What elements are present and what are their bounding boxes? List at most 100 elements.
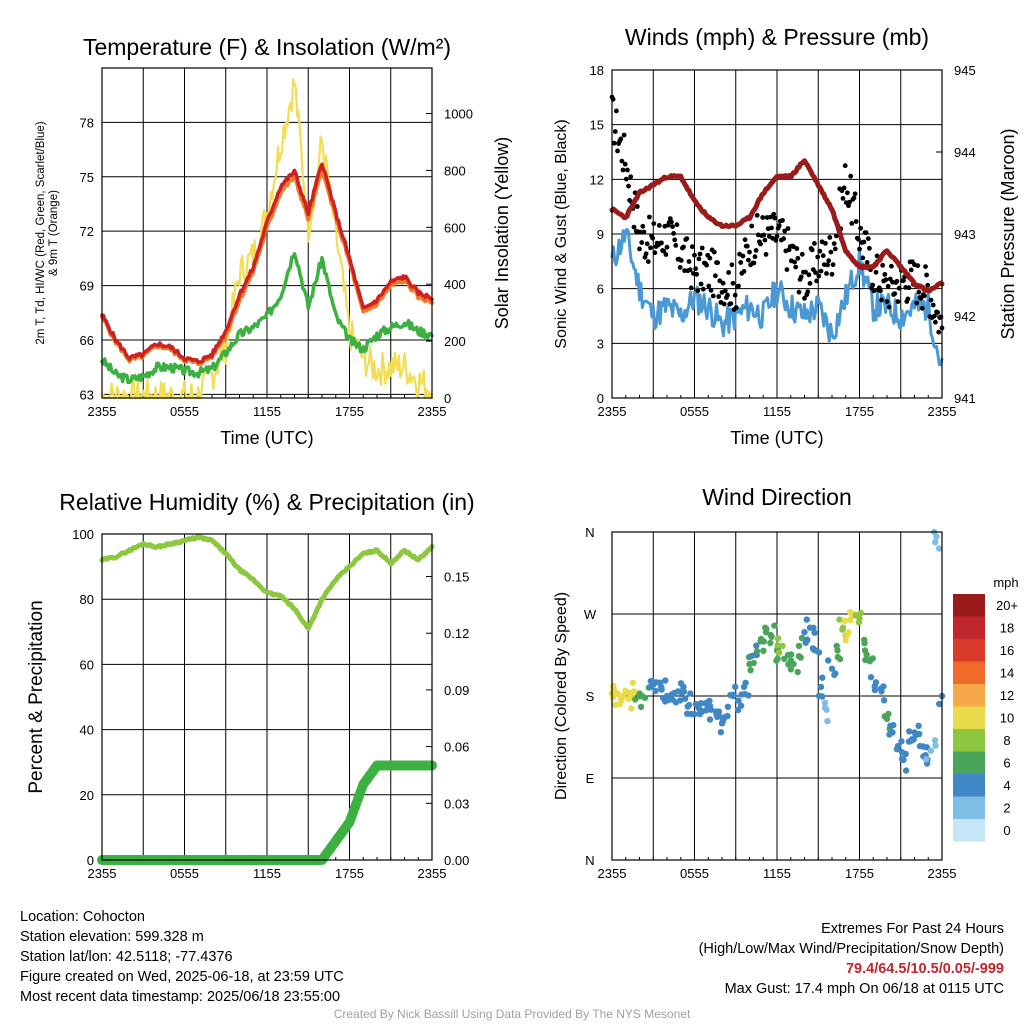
gust-point (689, 244, 695, 250)
gust-point (880, 262, 885, 268)
y2-tick-label: 941 (954, 391, 976, 406)
direction-point (632, 696, 639, 703)
gust-point (671, 231, 676, 236)
gust-point (816, 273, 822, 279)
chart-title: Winds (mph) & Pressure (mb) (625, 24, 929, 50)
gust-point (725, 292, 730, 298)
y2-tick-label: 0.00 (444, 853, 469, 868)
gust-point (761, 232, 767, 238)
gust-point (905, 296, 911, 302)
y-axis-label: Percent & Precipitation (26, 600, 47, 793)
gust-point (670, 224, 675, 230)
x-tick-label: 1155 (763, 866, 791, 881)
gust-point (664, 244, 670, 250)
gust-point (889, 263, 894, 269)
y-tick-label: 3 (597, 336, 604, 351)
gust-point (619, 158, 625, 164)
y-tick-label: 75 (80, 170, 94, 185)
gust-point (697, 251, 703, 257)
gust-point (882, 272, 888, 277)
x-tick-label: 2355 (418, 866, 447, 881)
direction-point (774, 635, 782, 642)
gust-point (919, 305, 925, 311)
legend-swatch (953, 796, 985, 819)
direction-point (760, 647, 767, 654)
gust-point (852, 191, 858, 197)
direction-point (788, 651, 795, 658)
gust-point (643, 251, 649, 257)
direction-point (810, 624, 817, 631)
y2-axis-label: Station Pressure (Maroon) (998, 128, 1018, 339)
gust-point (740, 253, 746, 259)
gust-point (772, 215, 778, 221)
gust-point (812, 241, 817, 246)
x-tick-label: 2355 (598, 866, 627, 881)
direction-point (750, 659, 757, 667)
gust-point (892, 291, 898, 297)
direction-point (706, 702, 714, 710)
gust-point (663, 252, 669, 257)
y2-tick-label: 943 (954, 227, 976, 242)
gust-point (615, 148, 620, 154)
direction-point (810, 646, 818, 654)
gust-point (825, 262, 830, 268)
gust-point (813, 270, 818, 275)
gust-point (785, 226, 791, 231)
direction-point (912, 731, 919, 739)
direction-point (735, 706, 742, 714)
gust-point (849, 221, 855, 226)
gust-point (776, 223, 782, 229)
speed-legend: mph 20+ 18 16 14 12 10 8 6 4 2 0 (953, 575, 1019, 842)
y-tick-label: 15 (590, 118, 604, 133)
direction-point (881, 713, 888, 720)
wind-direction-chart: N E S W N 2355 0555 1155 1755 2355 Wind Direction D… (553, 484, 1019, 881)
gust-point (700, 286, 706, 292)
gust-point (793, 264, 799, 270)
gust-point (698, 281, 704, 287)
direction-point (815, 649, 823, 656)
direction-point (779, 642, 786, 650)
gust-point (736, 283, 741, 289)
plot-frame (611, 69, 943, 399)
gust-point (826, 258, 832, 264)
legend-swatch (953, 639, 985, 662)
direction-point (617, 694, 625, 702)
direction-point (732, 683, 739, 690)
gust-point (771, 211, 777, 217)
direction-point (715, 712, 723, 720)
direction-point (652, 687, 659, 695)
y-tick-label: 100 (72, 527, 94, 542)
direction-point (863, 651, 870, 658)
temp2m-line (100, 162, 434, 365)
direction-point (637, 693, 644, 700)
gust-point (721, 301, 727, 307)
gust-point (644, 241, 650, 247)
direction-point (629, 679, 637, 687)
y-tick-label: 0 (597, 391, 604, 406)
direction-point (861, 639, 868, 647)
gust-point (884, 299, 890, 304)
direction-point (842, 637, 849, 644)
direction-point (771, 622, 778, 629)
direction-point (936, 700, 943, 708)
direction-point (681, 695, 689, 702)
direction-point (760, 638, 767, 645)
gust-point (864, 260, 870, 265)
gust-point (865, 236, 871, 242)
gust-point (650, 235, 656, 241)
legend-swatch (953, 594, 985, 617)
gust-point (641, 229, 647, 235)
humidity-chart: 0 20 40 60 80 100 2355 0555 1155 1755 2355 Relative… (26, 489, 475, 881)
gust-point (803, 269, 808, 275)
x-tick-label: 2355 (928, 404, 957, 419)
y-tick-label: 20 (80, 788, 94, 803)
gust-point (751, 260, 757, 266)
gust-point (674, 222, 680, 228)
direction-point (836, 655, 844, 663)
gust-point (807, 281, 813, 286)
direction-point (717, 729, 725, 736)
gust-point (863, 230, 869, 236)
humidity-line (99, 534, 435, 631)
temperature-chart: 63 66 69 72 75 78 2355 0555 1155 1755 2355 Temperat… (35, 34, 512, 448)
